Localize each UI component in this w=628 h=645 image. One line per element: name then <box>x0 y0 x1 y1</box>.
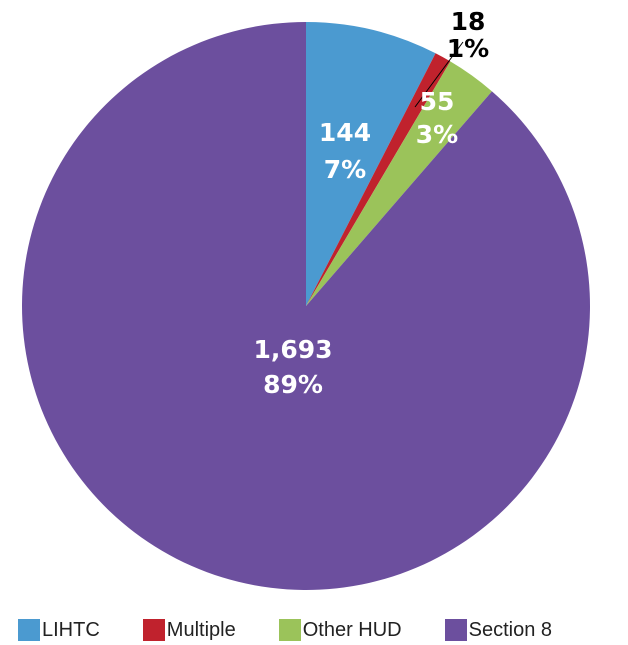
pie-slice-other-hud <box>306 61 492 306</box>
legend-item-section-8: Section 8 <box>444 618 553 642</box>
pie-slice-section-8 <box>22 22 591 590</box>
data-label-value-other-hud: 55 <box>420 87 455 116</box>
legend-label-multiple: Multiple <box>166 618 236 641</box>
legend-swatch-section-8 <box>444 619 467 641</box>
data-label-percent-section-8: 89% <box>263 370 323 399</box>
legend-item-lihtc: LIHTC <box>18 619 100 642</box>
pie-slice-lihtc <box>306 22 436 306</box>
legend-swatch-lihtc <box>18 619 40 641</box>
legend-item-multiple: Multiple <box>142 618 236 642</box>
data-label-value-section-8: 1,693 <box>253 335 332 364</box>
legend-swatch-multiple <box>142 619 165 641</box>
data-label-value-multiple: 18 <box>451 7 486 36</box>
legend-label-lihtc: LIHTC <box>42 618 100 641</box>
data-label-value-lihtc: 144 <box>319 118 371 147</box>
pie-slice-multiple <box>306 53 451 306</box>
leader-line-multiple <box>414 41 464 108</box>
legend-swatch-other-hud <box>278 619 301 641</box>
pie-slices <box>22 22 591 590</box>
data-label-percent-multiple: 1% <box>447 34 489 63</box>
data-label-percent-other-hud: 3% <box>416 120 458 149</box>
legend-item-other-hud: Other HUD <box>278 618 402 642</box>
legend: LIHTC Multiple Other HUD Section 8 <box>18 618 618 642</box>
legend-label-section-8: Section 8 <box>468 618 553 641</box>
leader-lines <box>414 41 464 108</box>
data-labels: 144 7% 181% 55 3% 1,693 89% <box>253 7 489 399</box>
data-label-percent-lihtc: 7% <box>324 155 366 184</box>
legend-label-other-hud: Other HUD <box>302 618 402 641</box>
